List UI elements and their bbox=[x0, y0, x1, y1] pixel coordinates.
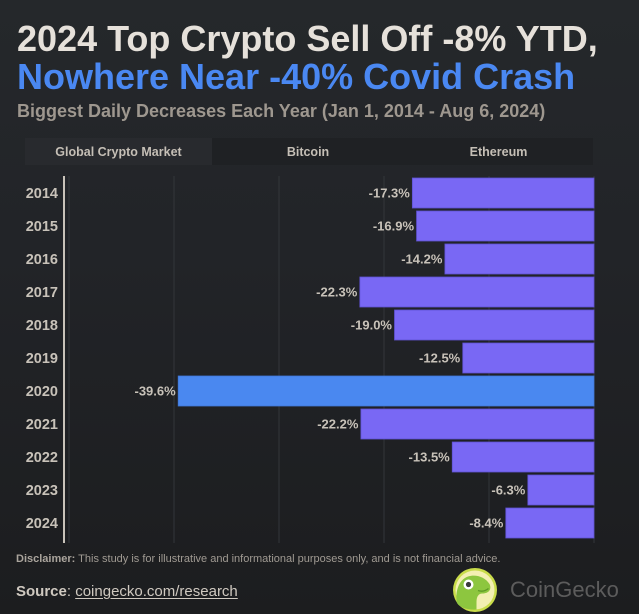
disclaimer-text: This study is for illustrative and infor… bbox=[75, 553, 501, 565]
y-tick-label: 2022 bbox=[26, 450, 58, 466]
data-label: -17.3% bbox=[369, 186, 411, 201]
dataset-tab-bar: Global Crypto Market Bitcoin Ethereum bbox=[25, 138, 593, 165]
data-label: -6.3% bbox=[491, 483, 525, 498]
disclaimer: Disclaimer: This study is for illustrati… bbox=[16, 554, 500, 565]
data-label: -13.5% bbox=[409, 450, 451, 465]
labels: 2014 -17.3% 2015 -16.9% 2016 -14.2% 2017 -22.3%… bbox=[26, 186, 526, 533]
data-label: -19.0% bbox=[351, 318, 393, 333]
disclaimer-label: Disclaimer: bbox=[16, 553, 76, 565]
bar-2016 bbox=[444, 243, 595, 275]
y-tick-label: 2018 bbox=[26, 318, 58, 334]
bar-2018 bbox=[394, 309, 595, 341]
tab-bitcoin[interactable]: Bitcoin bbox=[286, 144, 330, 159]
bar-2017 bbox=[359, 276, 595, 308]
chart-title-line-2: Nowhere Near -40% Covid Crash bbox=[17, 56, 576, 97]
data-label: -8.4% bbox=[469, 516, 503, 531]
data-label: -22.3% bbox=[316, 285, 358, 300]
bar-chart: 2014 -17.3% 2015 -16.9% 2016 -14.2% 2017 -22.3%… bbox=[26, 176, 595, 543]
tab-global-crypto-market[interactable]: Global Crypto Market bbox=[25, 138, 212, 165]
coingecko-brand-name: CoinGecko bbox=[510, 577, 619, 602]
bar-2020 bbox=[177, 375, 595, 407]
data-label: -39.6% bbox=[134, 384, 176, 399]
tab-ethereum[interactable]: Ethereum bbox=[469, 144, 528, 159]
bar-2014 bbox=[411, 177, 595, 209]
y-tick-label: 2020 bbox=[26, 384, 58, 400]
data-label: -14.2% bbox=[401, 252, 443, 267]
y-tick-label: 2014 bbox=[26, 186, 58, 202]
y-tick-label: 2024 bbox=[26, 516, 58, 532]
bar-2023 bbox=[527, 474, 595, 506]
source-line: Source: coingecko.com/research bbox=[16, 584, 238, 599]
y-tick-label: 2016 bbox=[26, 252, 58, 268]
source-label: Source bbox=[16, 583, 67, 600]
chart-subtitle: Biggest Daily Decreases Each Year (Jan 1… bbox=[17, 101, 546, 121]
chart-title-line-1: 2024 Top Crypto Sell Off -8% YTD, bbox=[17, 18, 598, 59]
source-separator: : bbox=[66, 583, 76, 600]
y-tick-label: 2021 bbox=[26, 417, 58, 433]
y-tick-label: 2019 bbox=[26, 351, 58, 367]
source-link[interactable]: coingecko.com/research bbox=[75, 583, 238, 600]
y-tick-label: 2017 bbox=[26, 285, 58, 301]
bar-2021 bbox=[360, 408, 595, 440]
bar-2015 bbox=[416, 210, 595, 242]
data-label: -16.9% bbox=[373, 219, 415, 234]
bar-2022 bbox=[451, 441, 595, 473]
data-label: -22.2% bbox=[317, 417, 359, 432]
coingecko-logo-icon bbox=[453, 568, 497, 612]
y-tick-label: 2015 bbox=[26, 219, 58, 235]
data-label: -12.5% bbox=[419, 351, 461, 366]
bars bbox=[177, 177, 595, 539]
y-tick-label: 2023 bbox=[26, 483, 58, 499]
bar-2024 bbox=[505, 507, 595, 539]
bar-2019 bbox=[462, 342, 595, 374]
